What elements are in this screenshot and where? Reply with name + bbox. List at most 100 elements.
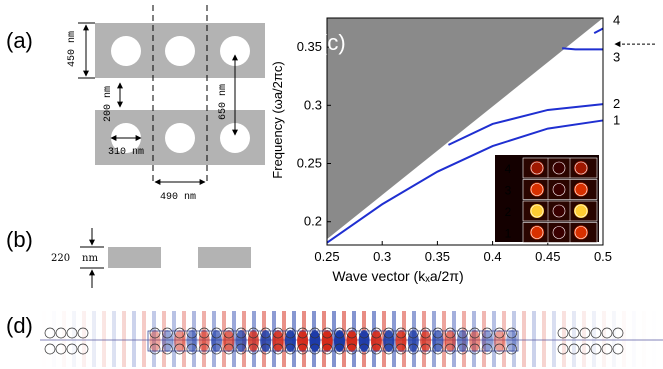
- cavity-hole: [309, 327, 321, 339]
- field-lobe: [469, 330, 481, 352]
- field-fade-left: [40, 310, 130, 368]
- dim-label-gap: 200 nm: [103, 86, 114, 122]
- y-axis-ticks: 0.2 0.25 0.3 0.35: [297, 39, 331, 229]
- cavity-hole: [420, 343, 431, 355]
- field-lobe: [272, 330, 284, 352]
- inset-lobe: [574, 225, 588, 240]
- band-label-2: 2: [613, 96, 620, 111]
- slab-section-right: [198, 247, 251, 268]
- cavity-hole: [297, 343, 308, 355]
- inset-hole: [530, 183, 544, 196]
- cavity-hole: [469, 343, 481, 355]
- cavity-hole: [432, 327, 444, 339]
- field-stripe: [332, 311, 336, 367]
- panel-a-dimensions: 450 nm 200 nm 310 nm 490 nm 650 nm: [67, 22, 238, 203]
- inset-lobe: [530, 225, 544, 240]
- x-tick-label: 0.5: [594, 249, 612, 264]
- cavity-hole: [44, 327, 56, 339]
- x-tick-label: 0.3: [373, 249, 391, 264]
- cavity-hole: [481, 327, 493, 339]
- cavity-hole: [395, 343, 407, 355]
- band-2: [448, 103, 604, 146]
- band-label-4: 4: [613, 12, 620, 27]
- field-lobe: [247, 330, 259, 352]
- field-stripe: [502, 311, 506, 367]
- field-lobe: [334, 330, 345, 352]
- cavity-hole: [77, 327, 89, 339]
- y-tick-label: 0.35: [297, 39, 322, 54]
- inset-lobe: [530, 182, 544, 197]
- cavity-hole: [590, 327, 602, 339]
- band-label-1: 1: [613, 112, 620, 127]
- inset-label-3: 3: [505, 184, 512, 198]
- cavity-hole: [383, 327, 395, 339]
- inset-hole: [574, 161, 588, 175]
- cavity-hole: [334, 343, 345, 355]
- inset-hole: [574, 204, 588, 218]
- cavity-hole: [174, 327, 185, 339]
- field-lobe: [149, 330, 161, 352]
- dim-label-hole: 310 nm: [108, 147, 144, 158]
- x-axis-label: Wave vector (kₓa/2π): [332, 268, 463, 284]
- field-lobe: [211, 330, 222, 352]
- cavity-hole: [235, 343, 247, 355]
- panel-b-cross-section: 220 nm: [51, 228, 251, 288]
- field-lobe: [444, 330, 456, 352]
- cavity-hole: [186, 327, 198, 339]
- cavity-hole: [186, 343, 198, 355]
- cavity-hole: [612, 327, 624, 339]
- field-stripe: [512, 311, 516, 367]
- light-cone: [327, 18, 603, 240]
- cavity-hole: [346, 343, 358, 355]
- field-stripe: [152, 311, 156, 367]
- cavity-hole: [272, 327, 284, 339]
- cavity-hole: [284, 343, 296, 355]
- cavity-hole: [66, 343, 78, 355]
- cavity-hole: [579, 343, 591, 355]
- cavity-hole: [601, 343, 613, 355]
- band-4: [593, 27, 604, 35]
- inset-lobe: [552, 161, 566, 175]
- cavity-hole: [469, 327, 481, 339]
- inset-lobe: [574, 204, 588, 218]
- cavity-holes: [44, 327, 624, 355]
- x-tick-label: 0.4: [484, 249, 502, 264]
- cavity-region: [147, 330, 519, 352]
- hole: [220, 123, 250, 153]
- y-axis-label: Frequency (ωa/2πc): [270, 61, 285, 178]
- thickness-value: 220: [51, 253, 70, 264]
- inset-lobe: [552, 225, 566, 240]
- cavity-hole: [568, 327, 580, 339]
- cavity-hole: [358, 343, 370, 355]
- cavity-hole: [260, 327, 272, 339]
- cavity-hole: [297, 327, 308, 339]
- field-lobe: [407, 330, 419, 352]
- dim-label-period: 490 nm: [160, 192, 196, 203]
- field-fade-right: [540, 310, 663, 368]
- cavity-hole: [149, 343, 161, 355]
- cavity-hole: [198, 327, 210, 339]
- field-stripe: [162, 311, 166, 367]
- field-stripe: [532, 311, 536, 367]
- dim-label-height: 450 nm: [67, 31, 78, 67]
- cavity-hole: [557, 343, 569, 355]
- cavity-hole: [248, 327, 259, 339]
- band-label-3: 3: [613, 49, 620, 64]
- cavity-hole: [407, 343, 419, 355]
- field-lobe: [223, 330, 235, 352]
- field-lobe: [383, 330, 395, 352]
- cavity-hole: [590, 343, 602, 355]
- hole: [220, 36, 250, 66]
- inset-hole: [530, 226, 544, 239]
- cavity-hole: [260, 343, 272, 355]
- cavity-hole: [346, 327, 358, 339]
- cavity-hole: [55, 343, 67, 355]
- inset-hole: [552, 226, 566, 239]
- field-lobe: [284, 330, 296, 352]
- field-lobe: [506, 330, 518, 352]
- inset-hole: [552, 204, 566, 218]
- field-lobe: [481, 330, 493, 352]
- field-stripe: [172, 311, 176, 367]
